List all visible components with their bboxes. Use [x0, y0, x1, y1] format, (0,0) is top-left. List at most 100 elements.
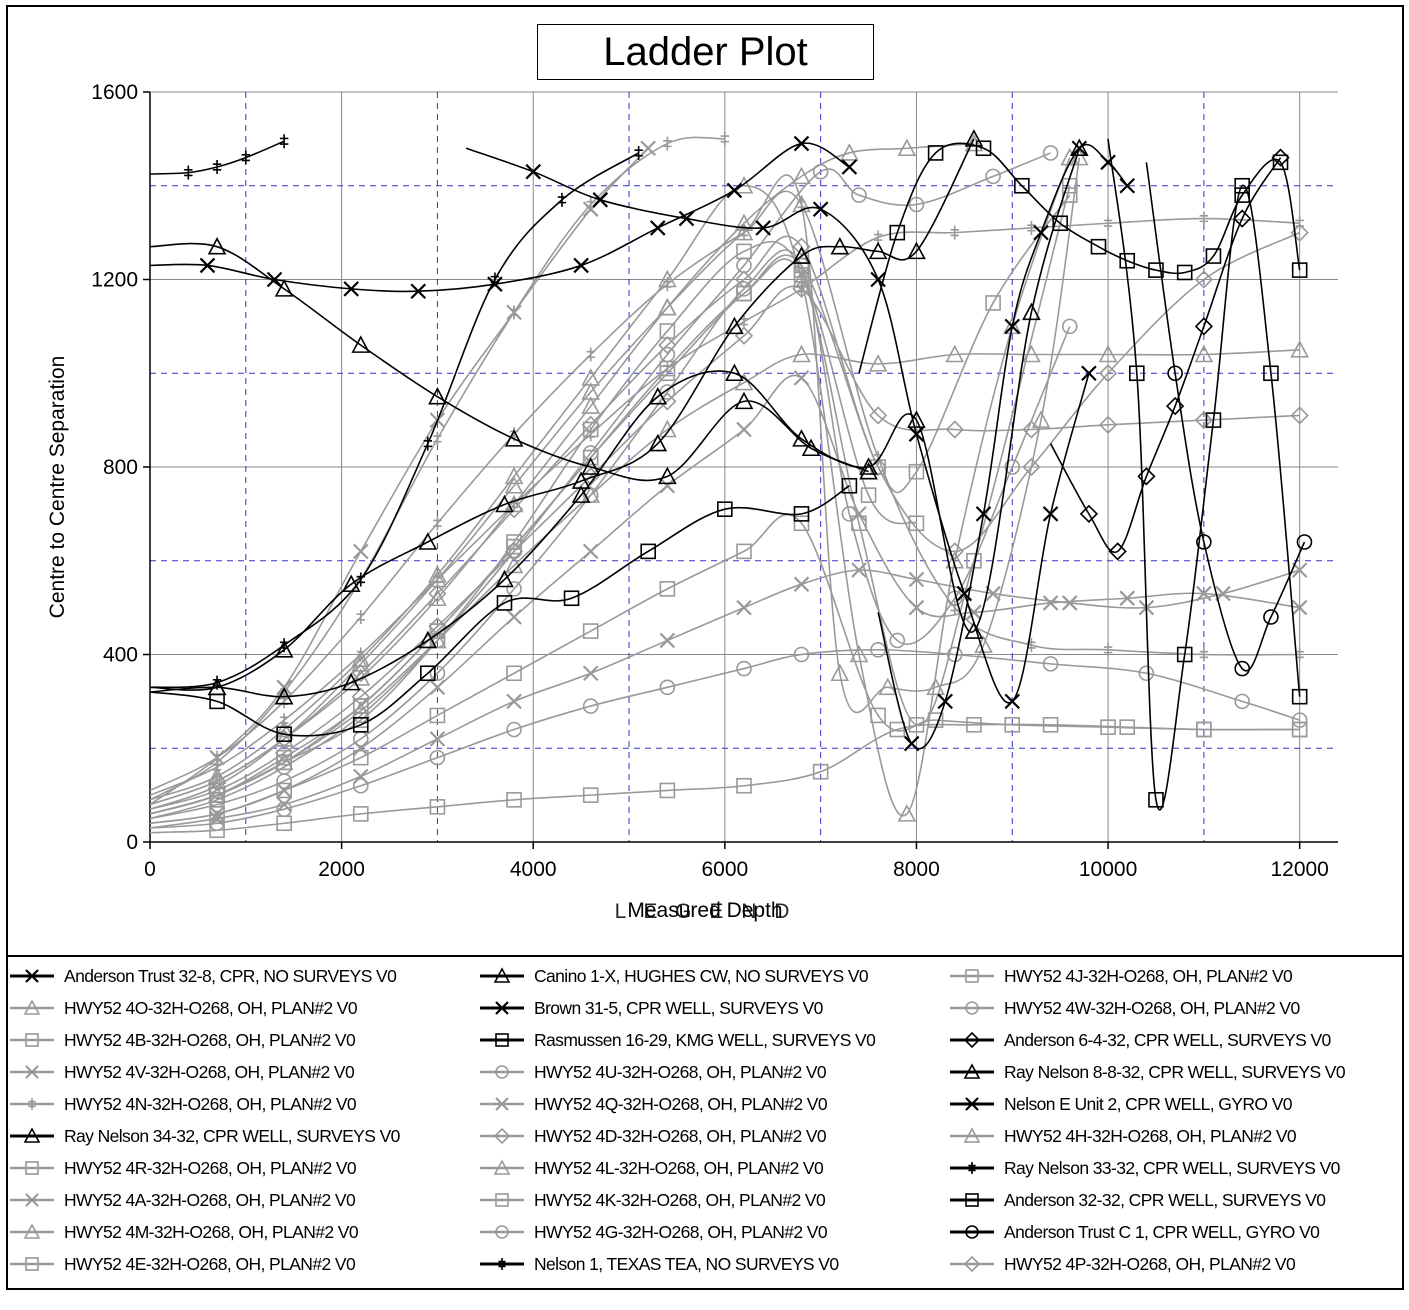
series-point: [351, 664, 370, 683]
series-point: [274, 686, 294, 705]
series-point: [184, 165, 193, 180]
series-line: [150, 285, 1300, 810]
series-point: [1194, 317, 1214, 336]
series-point: [793, 370, 810, 386]
legend-label: HWY52 4H-32H-O268, OH, PLAN#2 V0: [1004, 1125, 1297, 1146]
legend-swatch: [950, 1255, 994, 1273]
series-point: [658, 392, 677, 411]
series-point: [658, 466, 677, 485]
legend-marker-group: [28, 1098, 36, 1110]
series-point: [1291, 712, 1308, 728]
legend-item: HWY52 4M-32H-O268, OH, PLAN#2 V0: [8, 1217, 359, 1247]
series-point: [1272, 154, 1289, 171]
series-point: [276, 782, 292, 799]
series-point: [1176, 264, 1193, 281]
legend-marker: [963, 1255, 981, 1273]
series-15: [877, 140, 1136, 752]
series-point: [1069, 147, 1089, 166]
series-point: [950, 225, 959, 240]
series-line: [150, 242, 869, 482]
series-point: [792, 166, 811, 185]
series-point: [640, 543, 656, 560]
series-point: [351, 654, 371, 672]
legend-swatch: [950, 1031, 994, 1049]
legend-swatch: [10, 1127, 54, 1143]
series-point: [1291, 262, 1308, 278]
series-point: [956, 585, 973, 602]
legend-label: Rasmussen 16-29, KMG WELL, SURVEYS V0: [534, 1029, 876, 1050]
series-point: [557, 192, 567, 207]
series-point: [582, 449, 599, 466]
series-point: [1205, 412, 1222, 428]
series-line: [150, 190, 1300, 792]
legend-item: Nelson E Unit 2, CPR WELL, GYRO V0: [948, 1089, 1293, 1119]
legend-swatch: [950, 1225, 994, 1239]
series-line: [150, 142, 850, 293]
series-point: [975, 140, 992, 157]
series-line: [150, 152, 1051, 820]
series-point: [907, 410, 926, 428]
series-point: [907, 241, 926, 260]
legend-swatch: [950, 969, 994, 983]
series-point: [279, 638, 289, 653]
series-point: [792, 246, 811, 264]
legend-swatch: [10, 1098, 54, 1110]
legend-marker: [963, 1031, 981, 1049]
legend-marker-group: [23, 1127, 41, 1143]
legend-marker: [25, 1193, 39, 1207]
legend-marker: [493, 1127, 511, 1145]
y-tick-label: 400: [103, 644, 138, 667]
legend-item: HWY52 4N-32H-O268, OH, PLAN#2 V0: [8, 1089, 357, 1119]
legend-marker-group: [493, 1159, 511, 1175]
series-point: [1205, 248, 1222, 264]
series-line: [858, 142, 1301, 374]
series-point: [1108, 542, 1127, 561]
series-point: [420, 665, 436, 682]
series-line: [150, 138, 975, 691]
series-point: [212, 750, 222, 765]
series-point: [1290, 406, 1309, 425]
series-point: [1004, 717, 1021, 733]
x-tick-label: 2000: [318, 858, 365, 881]
legend-label: HWY52 4O-32H-O268, OH, PLAN#2 V0: [64, 997, 358, 1018]
legend-marker: [495, 1065, 509, 1079]
legend-swatch: [480, 1127, 524, 1145]
series-point: [663, 277, 672, 292]
series-point: [736, 421, 752, 438]
legend-marker: [963, 1127, 981, 1143]
series-point: [1042, 656, 1059, 672]
series-point: [341, 672, 361, 691]
series-point: [903, 735, 920, 752]
series-point: [429, 665, 446, 682]
legend-marker-group: [963, 1127, 981, 1143]
legend-item: Brown 31-5, CPR WELL, SURVEYS V0: [478, 993, 823, 1023]
series-point: [792, 344, 811, 363]
series-point: [659, 581, 676, 597]
series-line: [150, 249, 1071, 820]
series-point: [592, 192, 609, 208]
y-axis-label: Centre to Centre Separation: [46, 356, 69, 619]
series-point: [1263, 365, 1279, 382]
legend-item: HWY52 4E-32H-O268, OH, PLAN#2 V0: [8, 1249, 356, 1279]
series-point: [1199, 211, 1209, 226]
series-point: [351, 687, 370, 706]
series-point: [975, 506, 992, 522]
legend-swatch: [10, 1065, 54, 1079]
legend-swatch: [950, 1097, 994, 1111]
series-point: [352, 717, 369, 733]
legend-item: HWY52 4L-32H-O268, OH, PLAN#2 V0: [478, 1153, 824, 1183]
series-point: [945, 344, 965, 363]
series-point: [878, 677, 898, 696]
legend-marker-group: [495, 1065, 509, 1079]
legend-marker-group: [25, 1161, 39, 1175]
series-point: [1296, 534, 1313, 550]
series-point: [859, 461, 878, 480]
series-point: [1194, 270, 1214, 289]
legend-label: Brown 31-5, CPR WELL, SURVEYS V0: [534, 997, 823, 1018]
series-point: [663, 136, 672, 151]
series-point: [1119, 252, 1136, 269]
series-line: [150, 152, 640, 689]
series-point: [1098, 415, 1118, 434]
legend-marker-group: [25, 1193, 39, 1207]
series-point: [586, 347, 595, 362]
